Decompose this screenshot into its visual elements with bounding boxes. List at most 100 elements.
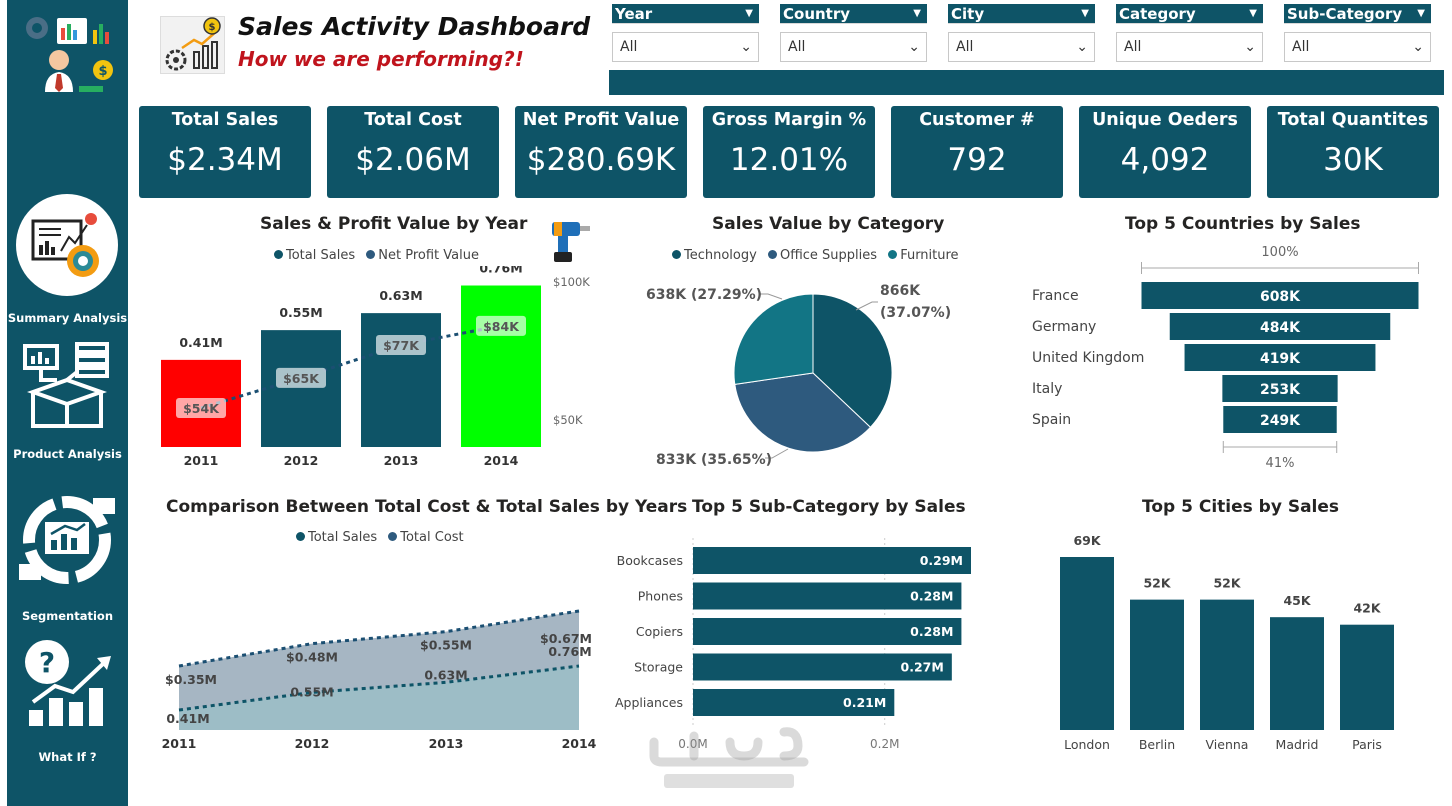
legend-dot-net-profit — [366, 250, 376, 259]
nav-label-segmentation: Segmentation — [21, 609, 114, 623]
sales-value-label: 0.63M — [379, 288, 422, 303]
country-name-label: Spain — [1032, 412, 1071, 428]
kpi-value: $280.69K — [526, 142, 676, 178]
slicer-dropdown[interactable]: All ⌄ — [1116, 32, 1263, 62]
legend-label-cs-total-sales: Total Sales — [308, 530, 378, 545]
legend-dot-total-sales — [274, 250, 283, 259]
subcategory-value-label: 0.28M — [910, 624, 953, 639]
slicer-dropdown[interactable]: All ⌄ — [612, 32, 759, 62]
slicer-label: City — [951, 5, 985, 23]
slicer-value: All — [620, 39, 638, 55]
product-analysis-icon — [23, 342, 109, 428]
slicer-value: All — [956, 39, 974, 55]
slicer-header[interactable]: Category ▼ — [1116, 4, 1263, 24]
profit-label-box — [176, 398, 226, 419]
nav-label-summary-analysis: Summary Analysis — [7, 311, 128, 325]
city-bar — [1130, 599, 1184, 730]
x-axis-tick: 0.2M — [870, 737, 899, 751]
summary-analysis-icon — [16, 194, 118, 296]
cost-line — [178, 609, 580, 668]
slicer-dropdown[interactable]: All ⌄ — [1284, 32, 1431, 62]
kpi-label: Total Sales — [171, 110, 279, 130]
city-value-label: 42K — [1353, 601, 1381, 616]
funnel-value-label: 484K — [1260, 320, 1301, 336]
slicer-dropdown[interactable]: All ⌄ — [780, 32, 927, 62]
slicer-header[interactable]: Year ▼ — [612, 4, 759, 24]
city-bar — [1270, 617, 1324, 730]
kpi-card: Total Sales $2.34M — [139, 106, 311, 198]
pie-slice — [734, 372, 872, 453]
watermark-logo-icon — [649, 727, 809, 788]
slicer-value: All — [1292, 39, 1310, 55]
collapse-icon[interactable]: ▼ — [1081, 8, 1089, 19]
sidebar: $ Summary Analysis — [7, 0, 128, 806]
subcategory-name-label: Copiers — [636, 624, 683, 639]
slicer-label: Category — [1119, 5, 1196, 23]
legend-label-cs-total-cost: Total Cost — [400, 530, 464, 545]
year-tick-label: 2014 — [484, 453, 519, 468]
sales-value-label: 0.76M — [548, 644, 591, 659]
chevron-down-icon: ⌄ — [1412, 39, 1424, 55]
slicer-header[interactable]: City ▼ — [948, 4, 1095, 24]
svg-text:$: $ — [98, 64, 107, 79]
subcategory-value-label: 0.27M — [901, 660, 944, 675]
kpi-value: 792 — [947, 142, 1007, 178]
funnel-bottom-percent: 41% — [1266, 456, 1295, 471]
pie-leader-line — [765, 448, 789, 459]
year-tick-label: 2014 — [562, 736, 597, 751]
funnel-value-label: 608K — [1260, 289, 1301, 305]
slicer-header[interactable]: Sub-Category ▼ — [1284, 4, 1431, 24]
city-value-label: 45K — [1283, 593, 1311, 608]
pie-label: 833K (35.65%) — [656, 452, 772, 468]
legend-dot-office-supplies — [767, 250, 777, 259]
slicer-header[interactable]: Country ▼ — [780, 4, 927, 24]
countries-title: Top 5 Countries by Sales — [1125, 214, 1361, 234]
subcategory-value-label: 0.21M — [843, 695, 886, 710]
power-drill-icon — [552, 222, 590, 262]
kpi-value: $2.06M — [355, 142, 471, 178]
year-tick-label: 2011 — [184, 453, 219, 468]
funnel-bar — [1169, 313, 1391, 340]
collapse-icon[interactable]: ▼ — [913, 8, 921, 19]
subcategory-value-label: 0.29M — [920, 553, 963, 568]
collapse-icon[interactable]: ▼ — [745, 8, 753, 19]
slicer-label: Year — [615, 5, 653, 23]
subcategory-name-label: Bookcases — [617, 553, 683, 568]
slicer-value: All — [788, 39, 806, 55]
legend-label-total-sales: Total Sales — [286, 248, 356, 263]
dashboard-logo-icon: $ — [160, 16, 225, 74]
slicer-dropdown[interactable]: All ⌄ — [948, 32, 1095, 62]
pie-slice — [812, 293, 893, 428]
year-tick-label: 2013 — [429, 736, 464, 751]
collapse-icon[interactable]: ▼ — [1249, 8, 1257, 19]
year-tick-label: 2011 — [162, 736, 197, 751]
city-bar — [1060, 557, 1114, 730]
category-legend: Technology Office Supplies Furniture — [672, 248, 966, 263]
cost-sales-legend: Total Sales Total Cost — [296, 530, 471, 545]
funnel-value-label: 249K — [1260, 413, 1301, 429]
legend-label-office-supplies: Office Supplies — [779, 248, 878, 263]
slicer-value: All — [1124, 39, 1142, 55]
legend-dot-cs-total-cost — [388, 532, 398, 541]
profit-label-box — [376, 335, 426, 356]
legend-label-net-profit: Net Profit Value — [378, 248, 479, 263]
city-bar — [1200, 599, 1254, 730]
legend-label-furniture: Furniture — [900, 248, 959, 263]
funnel-top-percent: 100% — [1261, 245, 1298, 260]
pie-label: 638K (27.29%) — [646, 287, 762, 303]
legend-dot-furniture — [888, 250, 898, 259]
collapse-icon[interactable]: ▼ — [1417, 8, 1425, 19]
chevron-down-icon: ⌄ — [740, 39, 752, 55]
profit-value-label: $54K — [183, 401, 220, 416]
cities-bar-chart: 69K London 52K Berlin 52K Vienna 45K Madrid 42K P… — [1060, 533, 1394, 752]
country-name-label: United Kingdom — [1032, 350, 1144, 366]
kpi-value: 30K — [1323, 142, 1383, 178]
city-value-label: 52K — [1143, 576, 1171, 591]
kpi-label: Unique Oeders — [1092, 110, 1238, 130]
country-name-label: Italy — [1032, 381, 1062, 397]
kpi-card: Total Cost $2.06M — [327, 106, 499, 198]
slicer-city: City ▼ All ⌄ — [948, 4, 1095, 62]
sales-value-label: 0.63M — [424, 667, 467, 682]
funnel-bar — [1184, 344, 1376, 371]
funnel-value-label: 419K — [1260, 351, 1301, 367]
